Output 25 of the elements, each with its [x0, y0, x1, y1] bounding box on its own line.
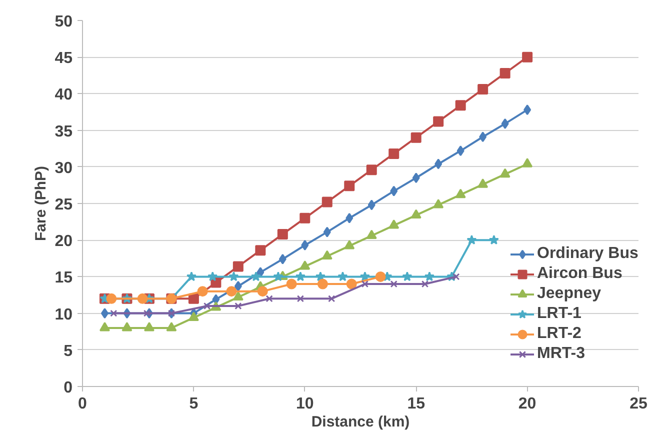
- y-axis-title: Fare (PhP): [32, 166, 50, 242]
- y-tick-label: 15: [54, 270, 73, 287]
- x-tick-label: 20: [518, 396, 536, 412]
- x-tick-label: 25: [630, 396, 648, 412]
- y-tick-label: 35: [54, 123, 73, 140]
- legend-label: Jeepney: [537, 284, 602, 304]
- legend-label: MRT-3: [537, 344, 585, 364]
- y-tick-label: 50: [54, 14, 73, 30]
- legend-label: LRT-2: [537, 324, 582, 344]
- legend-label: Ordinary Bus: [537, 244, 638, 264]
- y-tick-label: 30: [54, 160, 73, 177]
- x-tick-label: 15: [407, 396, 426, 412]
- legend-label: Aircon Bus: [537, 264, 622, 284]
- y-tick-label: 0: [64, 380, 73, 396]
- x-tick-label: 10: [296, 396, 314, 412]
- legend-label: LRT-1: [537, 304, 582, 324]
- x-tick-label: 5: [189, 396, 198, 412]
- y-tick-label: 45: [54, 50, 73, 68]
- y-tick-label: 20: [54, 233, 73, 250]
- y-tick-label: 5: [64, 342, 73, 360]
- y-tick-label: 10: [54, 306, 73, 324]
- y-tick-label: 25: [54, 196, 73, 214]
- x-tick-label: 0: [78, 396, 88, 412]
- x-axis-title: Distance (km): [311, 414, 410, 430]
- y-tick-label: 40: [54, 86, 73, 104]
